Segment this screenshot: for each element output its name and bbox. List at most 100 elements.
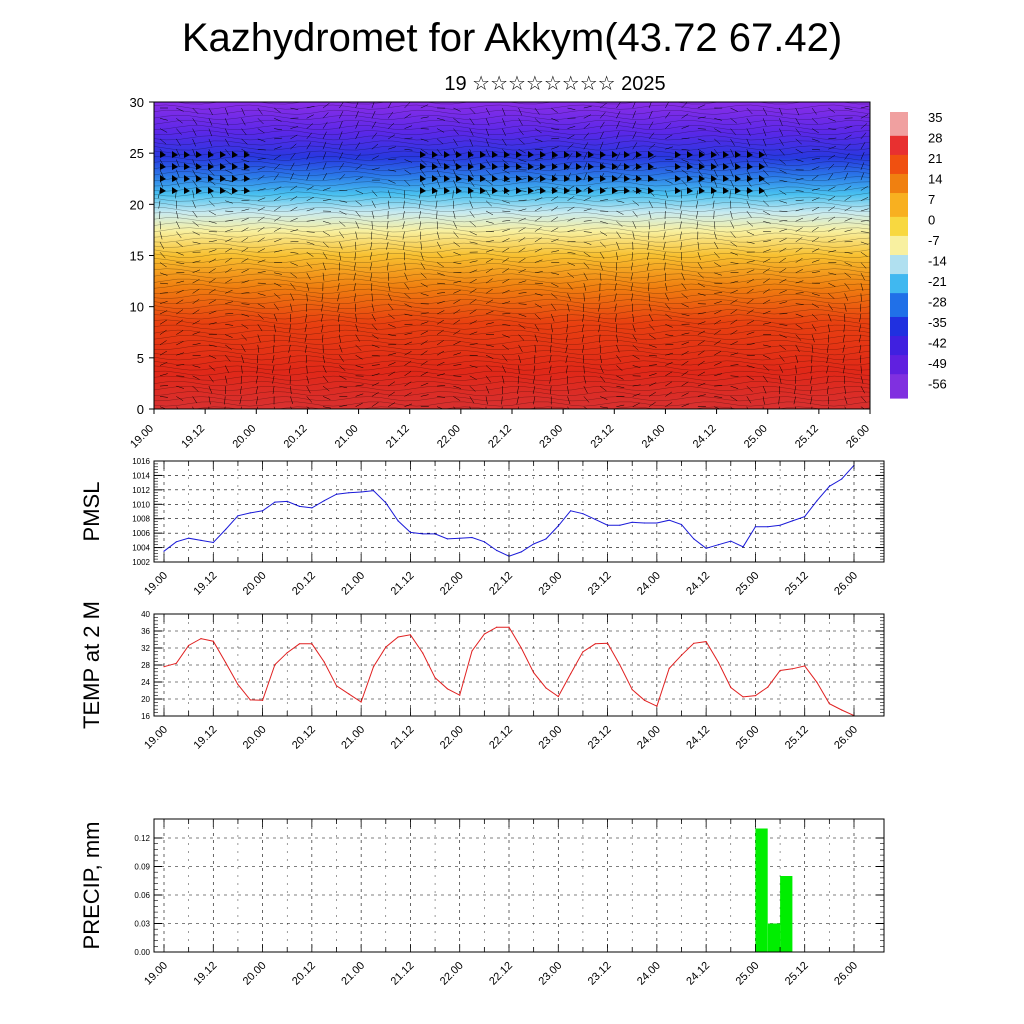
wind-barb bbox=[322, 131, 327, 140]
wind-barb bbox=[567, 185, 575, 191]
wind-barb bbox=[827, 386, 829, 395]
wind-barb bbox=[695, 200, 699, 209]
wind-barb bbox=[583, 172, 587, 181]
data-point bbox=[730, 686, 732, 689]
wind-barb bbox=[632, 324, 636, 332]
wind-barb bbox=[714, 128, 722, 133]
data-point bbox=[643, 699, 646, 701]
wind-barb bbox=[844, 196, 852, 201]
wind-pennant bbox=[480, 151, 486, 158]
wind-barb bbox=[239, 396, 242, 405]
data-point bbox=[533, 672, 535, 674]
wind-pennant bbox=[504, 163, 510, 170]
wind-barb bbox=[485, 386, 490, 394]
wind-barb bbox=[241, 292, 250, 294]
wind-barb bbox=[453, 221, 458, 229]
wind-barb bbox=[159, 373, 168, 377]
wind-barb bbox=[469, 396, 475, 404]
wind-barb bbox=[646, 252, 650, 261]
data-point bbox=[668, 519, 670, 521]
wind-barb bbox=[714, 406, 721, 409]
wind-barb bbox=[630, 283, 633, 291]
data-point bbox=[779, 524, 781, 526]
wind-barb bbox=[779, 128, 784, 136]
wind-barb bbox=[225, 220, 234, 222]
wind-barb bbox=[599, 131, 604, 140]
wind-barb bbox=[436, 310, 445, 315]
wind-barb bbox=[453, 128, 459, 135]
xtick-label: 21.00 bbox=[339, 570, 367, 598]
wind-barb bbox=[272, 355, 275, 364]
wind-barb bbox=[567, 126, 576, 129]
colorbar-label: -7 bbox=[928, 233, 940, 248]
colorbar-swatch bbox=[890, 245, 908, 251]
precip-bar bbox=[755, 828, 768, 952]
wind-barb bbox=[192, 107, 199, 114]
data-point bbox=[385, 502, 387, 504]
wind-barb bbox=[176, 385, 184, 389]
xtick-label: 25.00 bbox=[734, 570, 762, 598]
wind-barb bbox=[795, 128, 801, 136]
wind-barb bbox=[518, 334, 525, 341]
colorbar-swatch bbox=[890, 369, 908, 375]
wind-barb bbox=[339, 252, 341, 261]
wind-barb bbox=[305, 344, 307, 353]
wind-barb bbox=[339, 152, 344, 160]
wind-pennant bbox=[504, 187, 510, 194]
colorbar-swatch bbox=[890, 131, 908, 137]
wind-barb bbox=[632, 384, 641, 387]
wind-barb bbox=[355, 190, 364, 194]
wind-barb bbox=[273, 324, 276, 333]
wind-barb bbox=[208, 288, 216, 294]
wind-barb bbox=[192, 375, 200, 380]
ytick-label: 1002 bbox=[132, 558, 150, 567]
warm-surface-cell bbox=[336, 349, 433, 409]
wind-barb bbox=[355, 121, 359, 129]
wind-barb bbox=[779, 238, 787, 243]
wind-pennant bbox=[699, 163, 705, 170]
wind-barb bbox=[225, 247, 233, 253]
colorbar-swatch bbox=[890, 364, 908, 370]
wind-barb bbox=[502, 344, 509, 350]
ytick-label: 0.09 bbox=[134, 863, 150, 872]
wind-barb bbox=[616, 385, 625, 389]
wind-barb bbox=[420, 321, 429, 325]
wind-barb bbox=[860, 220, 869, 222]
wind-barb bbox=[517, 406, 519, 409]
wind-barb bbox=[534, 237, 542, 243]
isotherm-line bbox=[154, 381, 870, 386]
wind-barb bbox=[681, 360, 689, 366]
wind-barb bbox=[257, 118, 264, 125]
wind-barb bbox=[795, 258, 803, 263]
wind-barb bbox=[534, 148, 543, 151]
isotherm-line bbox=[154, 135, 870, 141]
wind-barb bbox=[290, 262, 298, 266]
wind-barb bbox=[192, 396, 198, 404]
wind-barb bbox=[549, 365, 552, 374]
wind-barb bbox=[583, 197, 592, 201]
wind-barb bbox=[518, 237, 526, 243]
panel-frame bbox=[153, 818, 885, 953]
wind-barb bbox=[648, 354, 658, 357]
wind-barb bbox=[306, 231, 315, 233]
data-point bbox=[249, 699, 251, 701]
wind-barb bbox=[858, 324, 862, 333]
xtick-label: 23.12 bbox=[586, 724, 614, 752]
wind-barb bbox=[192, 320, 200, 325]
wind-barb bbox=[811, 157, 820, 160]
wind-barb bbox=[779, 200, 788, 204]
wind-barb bbox=[811, 226, 819, 232]
wind-barb bbox=[828, 303, 834, 311]
data-point bbox=[471, 650, 473, 652]
data-point bbox=[742, 696, 744, 698]
wind-barb bbox=[288, 344, 291, 353]
wind-barb bbox=[159, 329, 167, 335]
wind-pennant bbox=[208, 187, 214, 194]
wind-barb bbox=[616, 241, 620, 250]
colorbar-swatch bbox=[890, 393, 908, 399]
wind-pennant bbox=[588, 151, 594, 158]
wind-barb bbox=[632, 354, 640, 360]
wind-barb bbox=[241, 138, 248, 145]
wind-pennant bbox=[196, 175, 202, 182]
wind-barb bbox=[632, 313, 634, 322]
